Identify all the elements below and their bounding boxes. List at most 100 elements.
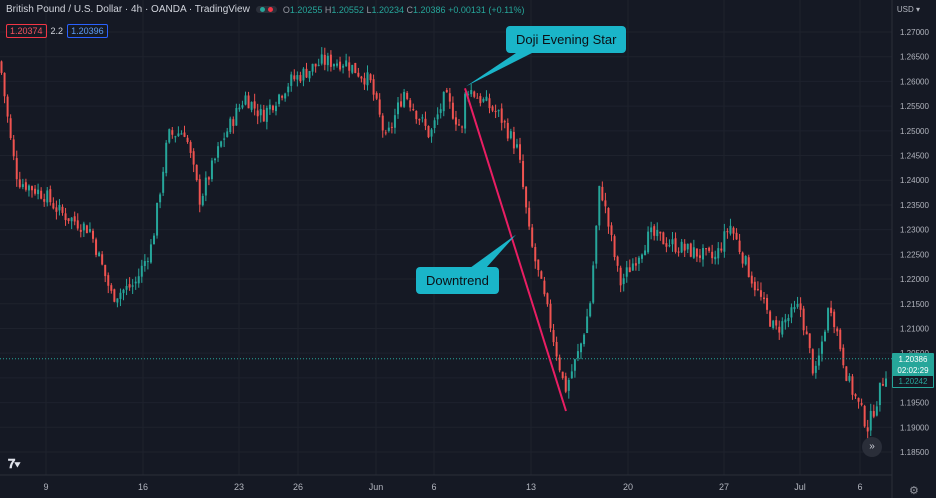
price-tick-label: 1.19000 (900, 423, 929, 432)
candle-body (314, 63, 317, 67)
candle-body (634, 263, 637, 266)
candle-body (390, 126, 393, 128)
time-tick-label: Jun (369, 482, 384, 492)
candle-body (52, 203, 55, 209)
candle-body (418, 119, 421, 121)
candle-body (24, 182, 27, 190)
candle-body (500, 108, 503, 123)
candle-body (650, 227, 653, 233)
candle-body (558, 357, 561, 371)
price-tick-label: 1.25000 (900, 127, 929, 136)
ohlc-values: O1.20255 H1.20552 L1.20234 C1.20386 +0.0… (282, 4, 525, 15)
candle-body (653, 226, 656, 236)
candle-body (70, 217, 73, 222)
candle-body (137, 276, 140, 284)
settings-gear-icon[interactable]: ⚙ (909, 485, 919, 497)
candle-body (872, 411, 875, 417)
currency-label[interactable]: USD ▾ (896, 5, 920, 14)
candle-body (397, 102, 399, 115)
price-tick-label: 1.22500 (900, 250, 929, 259)
candle-body (848, 376, 851, 381)
market-status-dots[interactable] (255, 6, 277, 13)
candle-body (259, 109, 262, 116)
candle-body (543, 280, 546, 295)
candle-body (302, 68, 305, 81)
candle-body (763, 297, 765, 300)
candle-body (671, 239, 674, 245)
price-tick-label: 1.19500 (900, 399, 929, 408)
candle-body (253, 101, 256, 109)
candle-body (503, 121, 506, 123)
candle-body (430, 129, 433, 137)
candle-body (58, 204, 61, 211)
candle-body (198, 179, 201, 205)
symbol-title[interactable]: British Pound / U.S. Dollar · 4h · OANDA… (6, 4, 250, 15)
time-tick-label: 13 (526, 482, 536, 492)
callout-pointer-middle (470, 234, 516, 268)
candle-body (67, 218, 70, 221)
sell-button[interactable]: 1.20374 (6, 24, 47, 38)
candle-body (18, 179, 21, 188)
price-change: +0.00131 (+0.11%) (448, 4, 525, 15)
candle-body (628, 267, 631, 273)
candle-body (128, 284, 131, 288)
candle-body (683, 243, 686, 251)
candle-body (311, 63, 314, 72)
candle-body (275, 105, 277, 112)
candle-body (817, 355, 820, 366)
current-price-tag: 1.20386 (892, 353, 934, 366)
candle-body (146, 261, 149, 263)
candle-body (351, 64, 354, 73)
candle-body (814, 365, 817, 373)
candle-body (381, 115, 384, 131)
candle-body (787, 317, 790, 322)
candle-body (488, 98, 491, 109)
candle-body (116, 298, 119, 303)
callout-downtrend[interactable]: Downtrend (416, 267, 499, 294)
candle-body (598, 185, 601, 226)
candle-body (555, 341, 558, 357)
candle-body (830, 307, 833, 313)
candle-body (207, 177, 210, 180)
candle-body (860, 403, 863, 405)
candle-body (409, 100, 412, 108)
callout-doji-evening-star[interactable]: Doji Evening Star (506, 26, 627, 53)
candle-body (647, 231, 650, 253)
candle-body (732, 227, 735, 234)
candle-body (21, 184, 24, 188)
candle-body (494, 110, 497, 113)
buy-button[interactable]: 1.20396 (67, 24, 108, 38)
candle-body (290, 74, 293, 86)
candle-body (268, 104, 271, 110)
candle-body (824, 331, 826, 341)
spread-value: 2.2 (50, 26, 64, 36)
candle-body (537, 259, 540, 271)
candle-body (451, 102, 454, 119)
candle-body (79, 229, 82, 232)
candle-body (342, 65, 345, 68)
candle-body (110, 285, 113, 291)
candle-body (659, 231, 662, 234)
scroll-forward-icon[interactable]: » (862, 437, 882, 457)
candle-body (210, 160, 213, 180)
price-tick-label: 1.26500 (900, 53, 929, 62)
candle-body (88, 229, 91, 232)
tradingview-logo-icon[interactable]: 𝟕▾ (8, 456, 21, 471)
candle-body (189, 142, 192, 153)
candle-body (540, 271, 543, 279)
market-open-dot-icon (259, 7, 265, 12)
candle-body (708, 247, 711, 251)
candle-body (881, 384, 884, 386)
candle-body (82, 223, 85, 231)
callout-pointer-top (466, 53, 532, 87)
candle-body (186, 137, 189, 143)
candle-body (580, 343, 582, 353)
candle-body (595, 225, 598, 264)
candle-body (85, 225, 88, 234)
candle-body (46, 190, 49, 203)
candle-body (76, 220, 79, 229)
candle-body (235, 107, 238, 126)
candle-body (561, 371, 564, 378)
candle-body (482, 99, 485, 102)
